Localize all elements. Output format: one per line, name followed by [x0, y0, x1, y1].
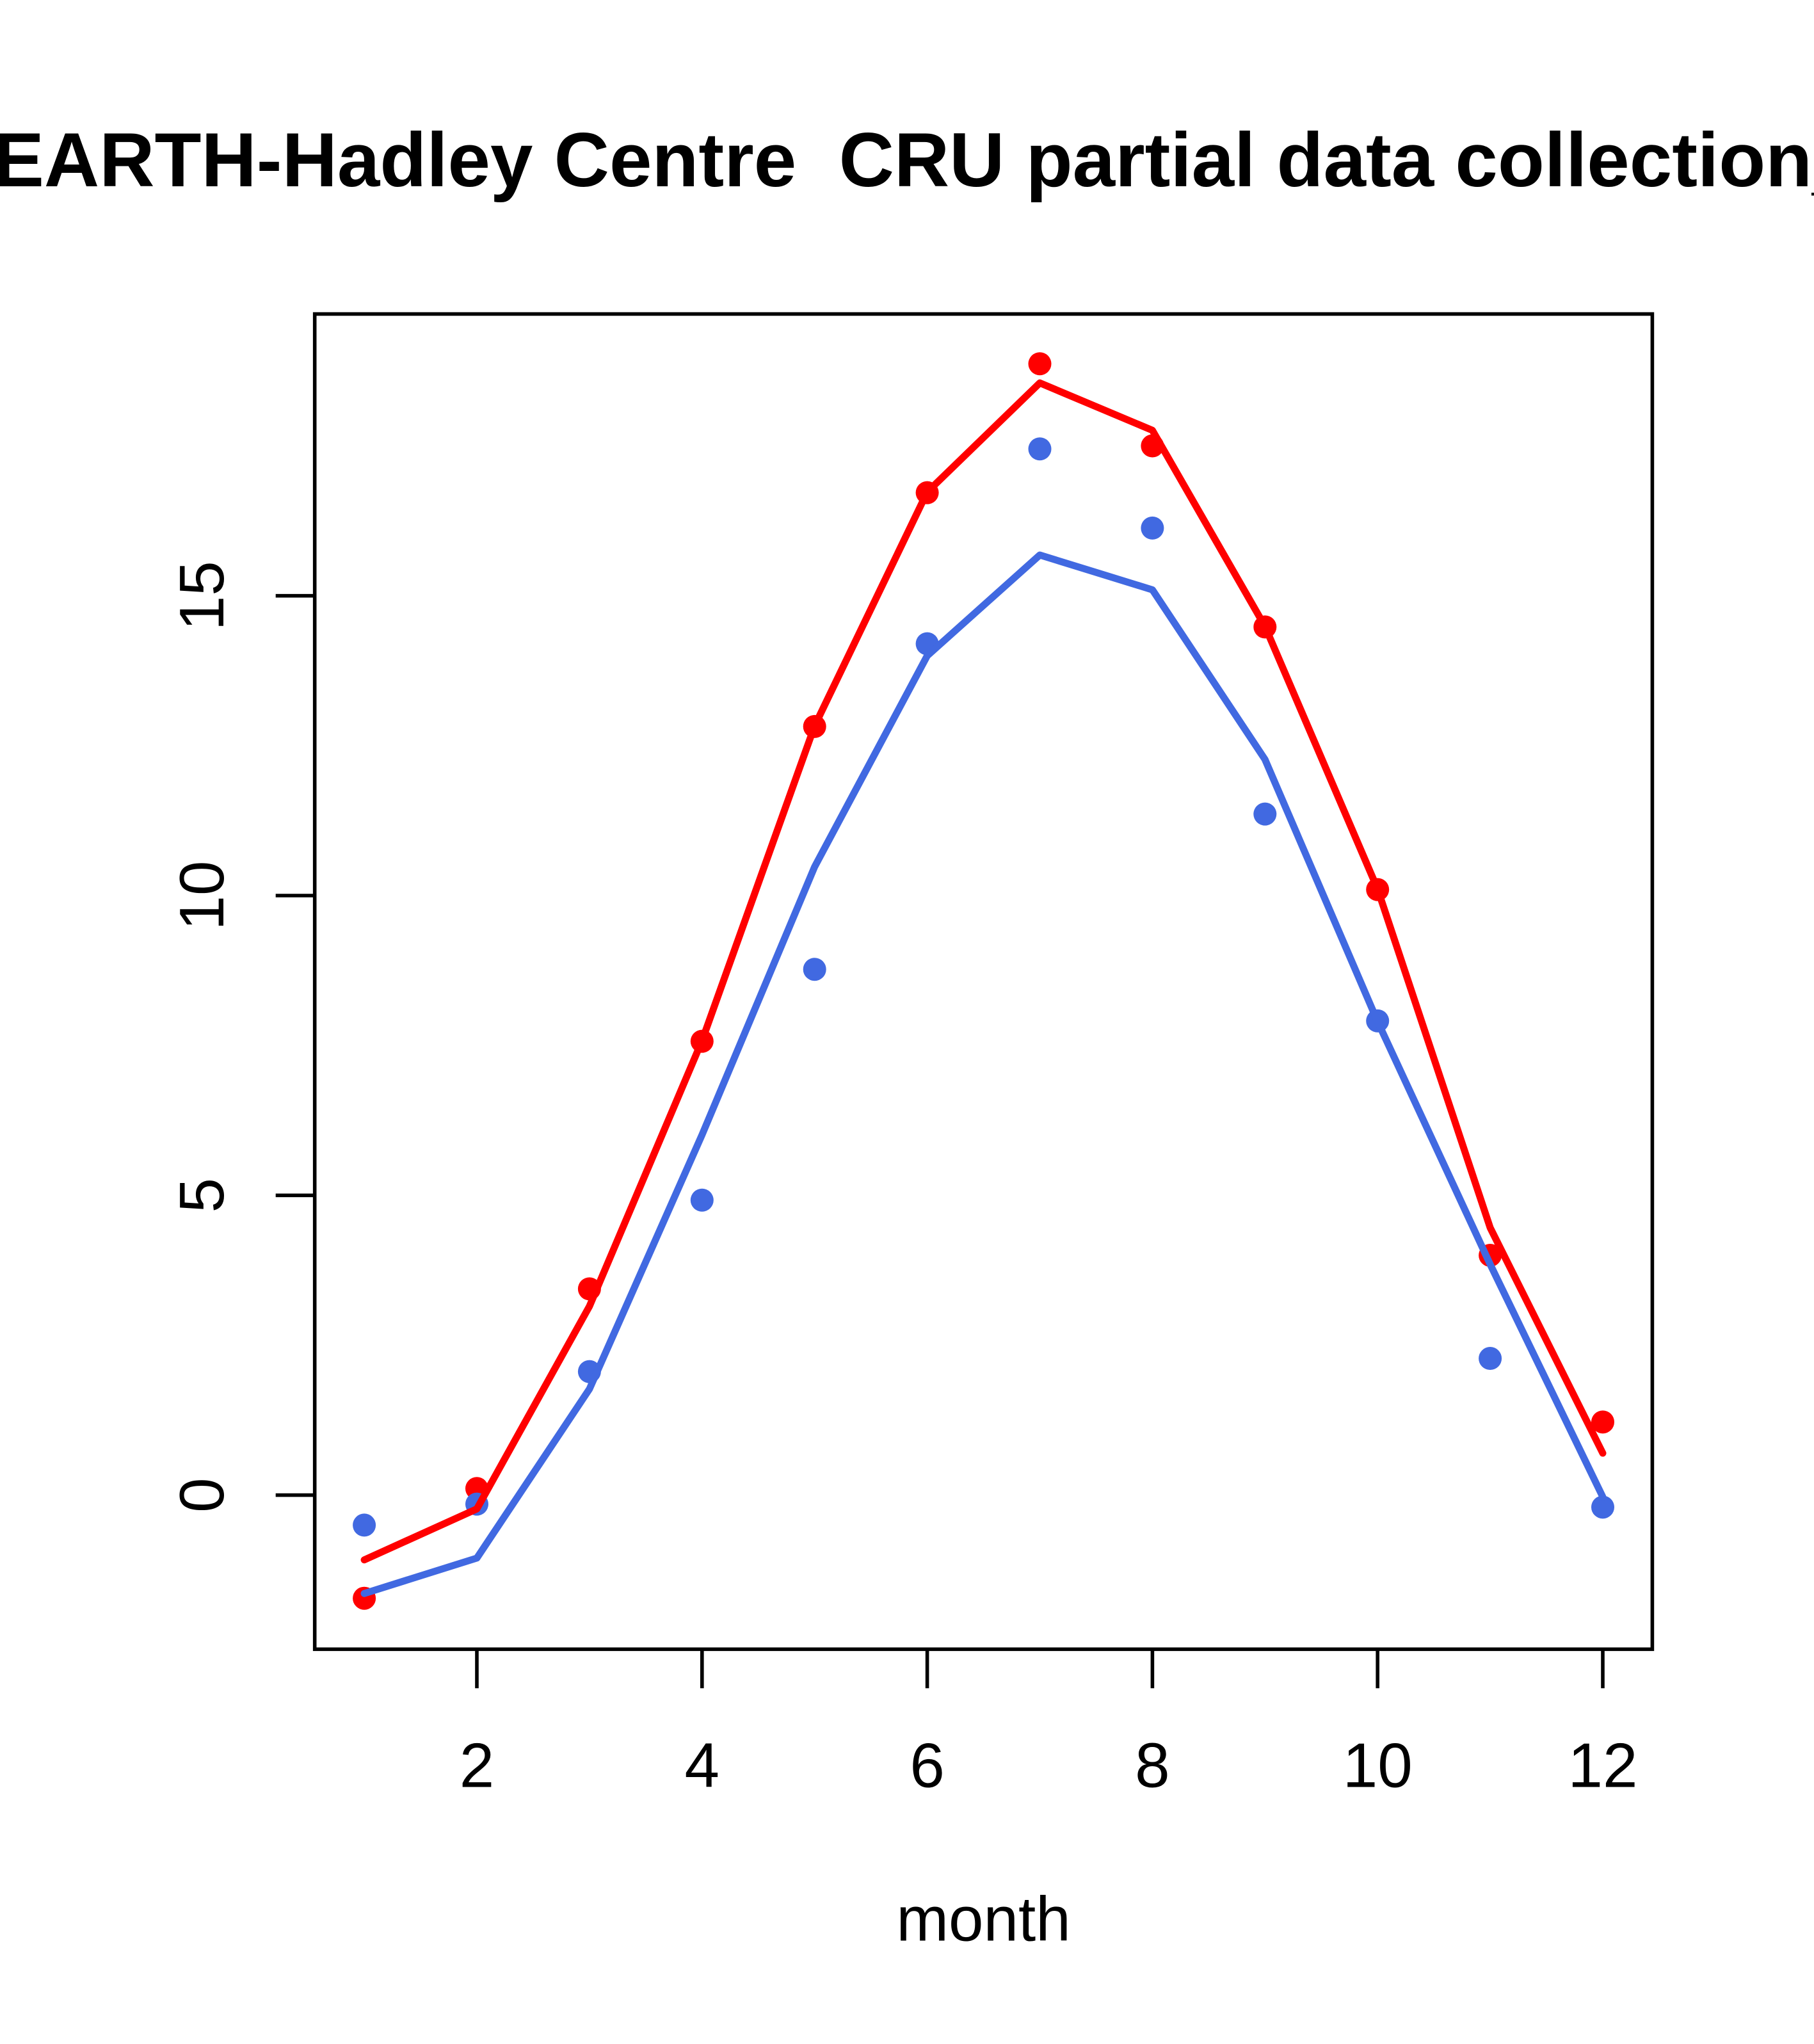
plot-box [312, 312, 1655, 1652]
x-tick-label: 10 [1343, 1730, 1413, 1801]
x-tick-label: 2 [460, 1730, 495, 1801]
y-tick-label: 0 [166, 1477, 237, 1513]
red-line [360, 379, 1607, 1564]
x-axis: 2 4 6 8 10 12 [460, 1649, 1638, 1801]
y-tick-label: 5 [166, 1178, 237, 1213]
x-tick-label: 4 [685, 1730, 720, 1801]
chart-title: EARTH-Hadley Centre CRU partial data col… [0, 118, 1814, 203]
blue-scatter-point [1253, 802, 1277, 826]
series-layer [353, 352, 1615, 1610]
blue-scatter-point [1141, 516, 1164, 540]
blue-scatter-point [1028, 437, 1052, 461]
x-tick-label: 6 [910, 1730, 945, 1801]
y-axis: 0 5 10 15 [166, 561, 315, 1513]
blue-scatter-point [1479, 1347, 1502, 1371]
blue-scatter-point [353, 1513, 376, 1537]
y-tick-label: 10 [166, 860, 237, 930]
red-scatter-point [1028, 352, 1052, 376]
blue-line [360, 551, 1607, 1597]
red-scatter-point [1591, 1410, 1615, 1434]
x-axis-title: month [896, 1884, 1070, 1954]
y-tick-label: 15 [166, 561, 237, 631]
x-tick-label: 12 [1568, 1730, 1637, 1801]
blue-scatter-point [690, 1188, 714, 1212]
blue-scatter-point [803, 958, 826, 981]
blue-scatter-point [1591, 1495, 1615, 1519]
x-tick-label: 8 [1135, 1730, 1170, 1801]
